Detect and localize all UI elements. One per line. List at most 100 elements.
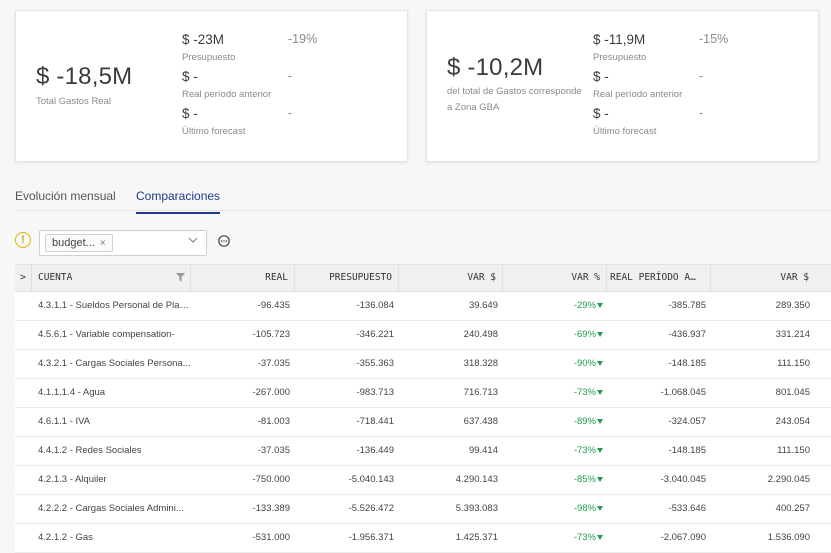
cell-var-pct-value: -90% [573, 358, 596, 369]
filter-icon[interactable] [176, 273, 185, 282]
kpi-card-total-gastos: $ -18,5M Total Gastos Real $ -23M -19% P… [15, 10, 408, 162]
arrow-down-icon [597, 332, 603, 337]
cell-var-2: 243.054 [775, 416, 810, 427]
kpi-big-value: $ -18,5M [36, 63, 133, 90]
table-row[interactable]: 4.1.1.1.4 - Agua -267.000 -983.713 716.7… [15, 379, 831, 408]
metric-value: $ - [593, 106, 609, 121]
cell-var-pct: -90% [503, 350, 607, 378]
table-row[interactable]: 4.5.6.1 - Variable compensation- -105.72… [15, 321, 831, 350]
cell-cuenta: 4.3.1.1 - Sueldos Personal de Plan... [38, 300, 191, 311]
table-row[interactable]: 4.3.2.1 - Cargas Sociales Persona... -37… [15, 350, 831, 379]
cell-real: -96.435 [257, 300, 290, 311]
table-row[interactable]: 4.2.2.2 - Cargas Sociales Admini... -133… [15, 495, 831, 524]
cell-var-pct-value: -85% [573, 474, 596, 485]
arrow-down-icon [597, 477, 603, 482]
metric-label: Presupuesto [593, 52, 647, 63]
cell-cuenta: 4.3.2.1 - Cargas Sociales Persona... [38, 358, 191, 369]
kpi-big-caption-line1: del total de Gastos corresponde [447, 86, 582, 97]
metric-ultimo-forecast: $ - - Último forecast [427, 106, 818, 142]
cell-var-pct-value: -73% [573, 445, 596, 456]
cell-real-periodo-anterior: -1.068.045 [660, 387, 706, 398]
metric-real-periodo-anterior: $ - - Real período anterior [427, 69, 818, 105]
cell-var: 716.713 [463, 387, 498, 398]
arrow-down-icon [597, 506, 603, 511]
metric-pct: - [699, 69, 704, 83]
arrow-down-icon [597, 419, 603, 424]
col-header-var[interactable]: VAR $ [399, 265, 503, 291]
tab-evolucion-mensual[interactable]: Evolución mensual [15, 189, 116, 203]
metric-pct: - [288, 69, 293, 83]
metric-pct: -15% [699, 32, 729, 46]
cell-var-2: 111.150 [777, 445, 810, 456]
cell-real-periodo-anterior: -3.040.045 [660, 474, 706, 485]
metric-real-periodo-anterior: $ - - Real período anterior [16, 69, 407, 105]
metric-label: Real período anterior [593, 89, 683, 100]
metric-presupuesto: $ -11,9M -15% Presupuesto [427, 32, 818, 68]
table-row[interactable]: 4.2.1.3 - Alquiler -750.000 -5.040.143 4… [15, 466, 831, 495]
table-row[interactable]: 4.6.1.1 - IVA -81.003 -718.441 637.438 -… [15, 408, 831, 437]
col-header-cuenta[interactable]: CUENTA [32, 265, 191, 291]
arrow-down-icon [597, 361, 603, 366]
comment-icon[interactable] [218, 235, 230, 247]
arrow-down-icon [597, 303, 603, 308]
table-row[interactable]: 4.3.1.1 - Sueldos Personal de Plan... -9… [15, 292, 831, 321]
col-header-var-pct[interactable]: VAR % [503, 265, 607, 291]
arrow-down-icon [597, 535, 603, 540]
cell-var-pct: -73% [503, 379, 607, 407]
cell-var: 318.328 [463, 358, 498, 369]
view-tabs: Evolución mensual Comparaciones [15, 180, 831, 214]
cell-var: 240.498 [463, 329, 498, 340]
cell-real: -105.723 [252, 329, 290, 340]
col-header-var-2[interactable]: VAR $ [780, 272, 809, 283]
chip-remove-icon[interactable]: × [99, 238, 106, 249]
cell-real-periodo-anterior: -148.185 [668, 358, 706, 369]
kpi-card-zona-gba: $ -10,2M del total de Gastos corresponde… [426, 10, 819, 162]
metric-value: $ -23M [182, 32, 225, 47]
table-row[interactable]: 4.2.1.2 - Gas -531.000 -1.956.371 1.425.… [15, 524, 831, 553]
col-header-cuenta-label: CUENTA [38, 272, 73, 283]
arrow-down-icon [597, 390, 603, 395]
cell-var: 637.438 [463, 416, 498, 427]
cell-real: -37.035 [257, 358, 290, 369]
metric-label: Real período anterior [182, 89, 272, 100]
filter-select[interactable]: budget... × [39, 230, 207, 256]
cell-var-2: 2.290.045 [767, 474, 810, 485]
cell-presupuesto: -136.449 [356, 445, 394, 456]
cell-var-pct: -73% [503, 437, 607, 465]
cell-var-pct-value: -73% [573, 387, 596, 398]
cell-cuenta: 4.5.6.1 - Variable compensation- [38, 329, 175, 340]
cell-var-pct: -98% [503, 495, 607, 523]
col-header-real[interactable]: REAL [191, 265, 295, 291]
filter-chip-label: budget... [52, 237, 95, 249]
comparison-table: > CUENTA REAL PRESUPUESTO VAR $ VAR % RE… [15, 264, 831, 553]
cell-var-2: 289.350 [775, 300, 810, 311]
cell-cuenta: 4.4.1.2 - Redes Sociales [38, 445, 142, 456]
filter-chip: budget... × [45, 234, 113, 252]
metric-pct: - [699, 106, 704, 120]
table-row[interactable]: 4.4.1.2 - Redes Sociales -37.035 -136.44… [15, 437, 831, 466]
cell-cuenta: 4.6.1.1 - IVA [38, 416, 91, 427]
cell-presupuesto: -346.221 [356, 329, 394, 340]
metric-value: $ -11,9M [593, 32, 646, 47]
expand-all-toggle[interactable]: > [15, 265, 32, 291]
cell-real: -133.389 [252, 503, 290, 514]
cell-presupuesto: -355.363 [356, 358, 394, 369]
cell-real: -267.000 [252, 387, 290, 398]
cell-var-2: 111.150 [777, 358, 810, 369]
cell-var-pct: -29% [503, 292, 607, 320]
col-header-presupuesto[interactable]: PRESUPUESTO [295, 265, 399, 291]
col-header-real-periodo-anterior[interactable]: REAL PERÍODO A… [607, 265, 711, 291]
kpi-big-caption-line2: a Zona GBA [447, 102, 500, 113]
cell-presupuesto: -1.956.371 [348, 532, 394, 543]
cell-real: -531.000 [252, 532, 290, 543]
cell-real-periodo-anterior: -436.937 [668, 329, 706, 340]
cell-var-pct-value: -98% [573, 503, 596, 514]
kpi-big-caption: Total Gastos Real [36, 96, 111, 107]
cell-var-2: 331.214 [775, 329, 810, 340]
cell-var-pct-value: -89% [573, 416, 596, 427]
tab-comparaciones[interactable]: Comparaciones [136, 189, 221, 214]
warning-icon[interactable]: ! [15, 232, 31, 248]
chevron-down-icon[interactable] [188, 235, 198, 245]
cell-var-pct: -85% [503, 466, 607, 494]
metric-pct: - [288, 106, 293, 120]
